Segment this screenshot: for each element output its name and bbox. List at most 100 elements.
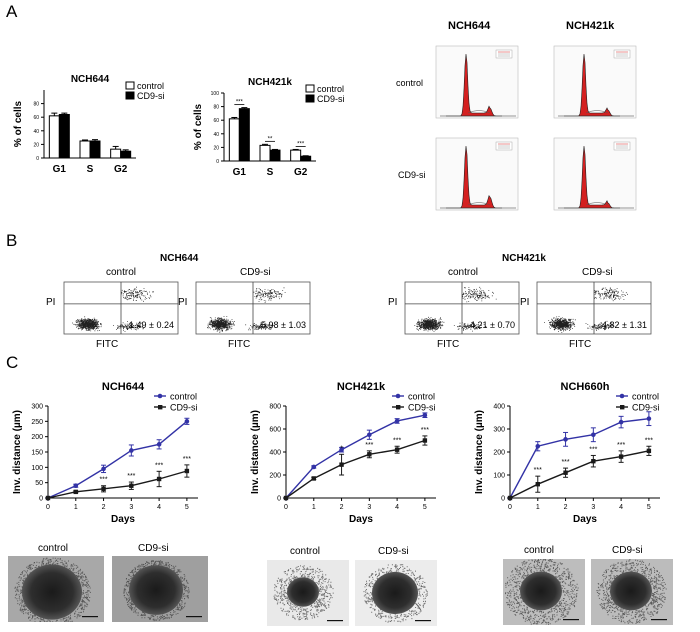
spheroid-core [610,571,652,611]
significance-label: *** [534,467,542,474]
flow-condition-label: control [106,267,137,278]
y-tick-label: 0 [36,156,39,162]
bar [300,155,312,162]
flow-condition-label: CD9-si [582,267,613,278]
panel-label-b: B [6,231,18,250]
y-tick-label: 20 [213,145,219,151]
data-point [563,437,568,442]
spheroid-core [520,571,562,611]
bar [89,140,101,159]
flow-ylabel: PI [388,297,398,308]
x-tick-label: S [267,167,274,178]
bar [48,115,60,159]
cell-cycle-chart-nch644: NCH644 0 20 40 60 80 % of cells G1 S G2 controlCD9… [13,74,165,175]
y-tick-label: 250 [31,419,43,426]
chart-title: NCH421k [337,381,386,393]
legend-swatch [305,94,315,103]
legend-label: CD9-si [170,403,198,413]
series-line [47,470,188,499]
invading-cells [273,565,334,621]
spheroid-label: CD9-si [612,545,643,556]
x-tick-label: G2 [294,167,308,178]
x-tick-label: 5 [647,504,651,511]
bar [120,150,132,159]
y-axis-label: % of cells [193,104,204,151]
bar [259,144,271,162]
flow-percent: 4.21 ± 0.70 [470,320,515,330]
legend-marker [158,405,163,410]
scale-bar [327,620,343,622]
x-tick-label: 5 [185,504,189,511]
data-point [101,466,106,472]
legend-label: control [408,392,435,402]
y-tick-label: 200 [493,450,505,457]
legend-label: control [137,81,164,91]
scale-bar [82,616,98,618]
significance-label: *** [155,462,163,469]
x-tick-label: 1 [312,504,316,511]
data-point [535,443,541,449]
data-point [101,486,106,491]
data-point [535,482,540,487]
series-line [47,420,188,499]
y-tick-label: 50 [35,480,43,487]
chart-title: NCH644 [71,74,110,85]
flow-plot-nch644-control: 1.49 ± 0.24 [63,281,179,335]
spheroid-image-nch421k-control [267,560,349,626]
data-point [339,447,344,452]
spheroid-label: control [38,543,69,554]
y-axis-label: % of cells [13,101,24,148]
flow-percent: 4.82 ± 1.31 [602,320,647,330]
flow-dots [414,286,497,332]
data-point [507,495,513,501]
invasion-chart-nch421k: NCH421k 0 200 400 600 800 0 1 2 3 4 5 Days Inv. dista… [250,381,436,525]
data-point [283,495,289,501]
data-point [311,476,316,481]
bar [79,140,91,159]
legend-marker [620,405,625,410]
data-point [367,452,372,457]
spheroid-label: CD9-si [138,543,169,554]
x-tick-label: 1 [74,504,78,511]
bar [269,149,281,162]
data-point [129,483,134,488]
y-tick-label: 0 [277,496,281,503]
significance-label: *** [236,100,244,106]
x-tick-label: 0 [508,504,512,511]
y-tick-label: 100 [493,473,505,480]
panel-label-c: C [6,353,19,372]
x-tick-label: 2 [340,504,344,511]
flow-title-nch644: NCH644 [160,253,199,264]
significance-label: *** [393,437,401,444]
significance-label: ** [268,136,273,142]
legend-label: CD9-si [137,91,165,101]
significance-label: * [340,445,343,452]
spheroid-image-nch421k-cd9si [355,560,437,626]
legend-label: control [632,392,659,402]
data-point [339,462,344,467]
y-axis-label: Inv. distance (µm) [474,410,485,494]
flow-xlabel: FITC [96,339,119,350]
x-tick-label: S [87,164,94,175]
series-line [509,417,649,499]
x-axis-label: Days [111,514,135,525]
spheroid-core [129,565,183,615]
chart-title: NCH421k [248,77,292,88]
flow-xlabel: FITC [228,339,251,350]
invasion-chart-nch644: NCH644 0 50 100 150 200 250 300 0 1 2 3 4 5 Days Inv. d… [12,381,198,525]
x-tick-label: G1 [53,164,67,175]
histogram-row-label-control: control [396,78,424,88]
histogram-row-label-cd9si: CD9-si [398,170,426,180]
spheroid-core [287,577,319,607]
flow-xlabel: FITC [569,339,592,350]
y-tick-label: 20 [33,142,39,148]
x-axis-label: Days [573,514,597,525]
series-line [509,450,650,499]
scale-bar [186,616,202,618]
legend-label: CD9-si [317,94,345,104]
x-tick-label: 4 [619,504,623,511]
x-tick-label: 3 [367,504,371,511]
flow-percent: 1.49 ± 0.24 [129,320,174,330]
histogram-fit [585,202,609,206]
spheroid-core [22,564,82,620]
